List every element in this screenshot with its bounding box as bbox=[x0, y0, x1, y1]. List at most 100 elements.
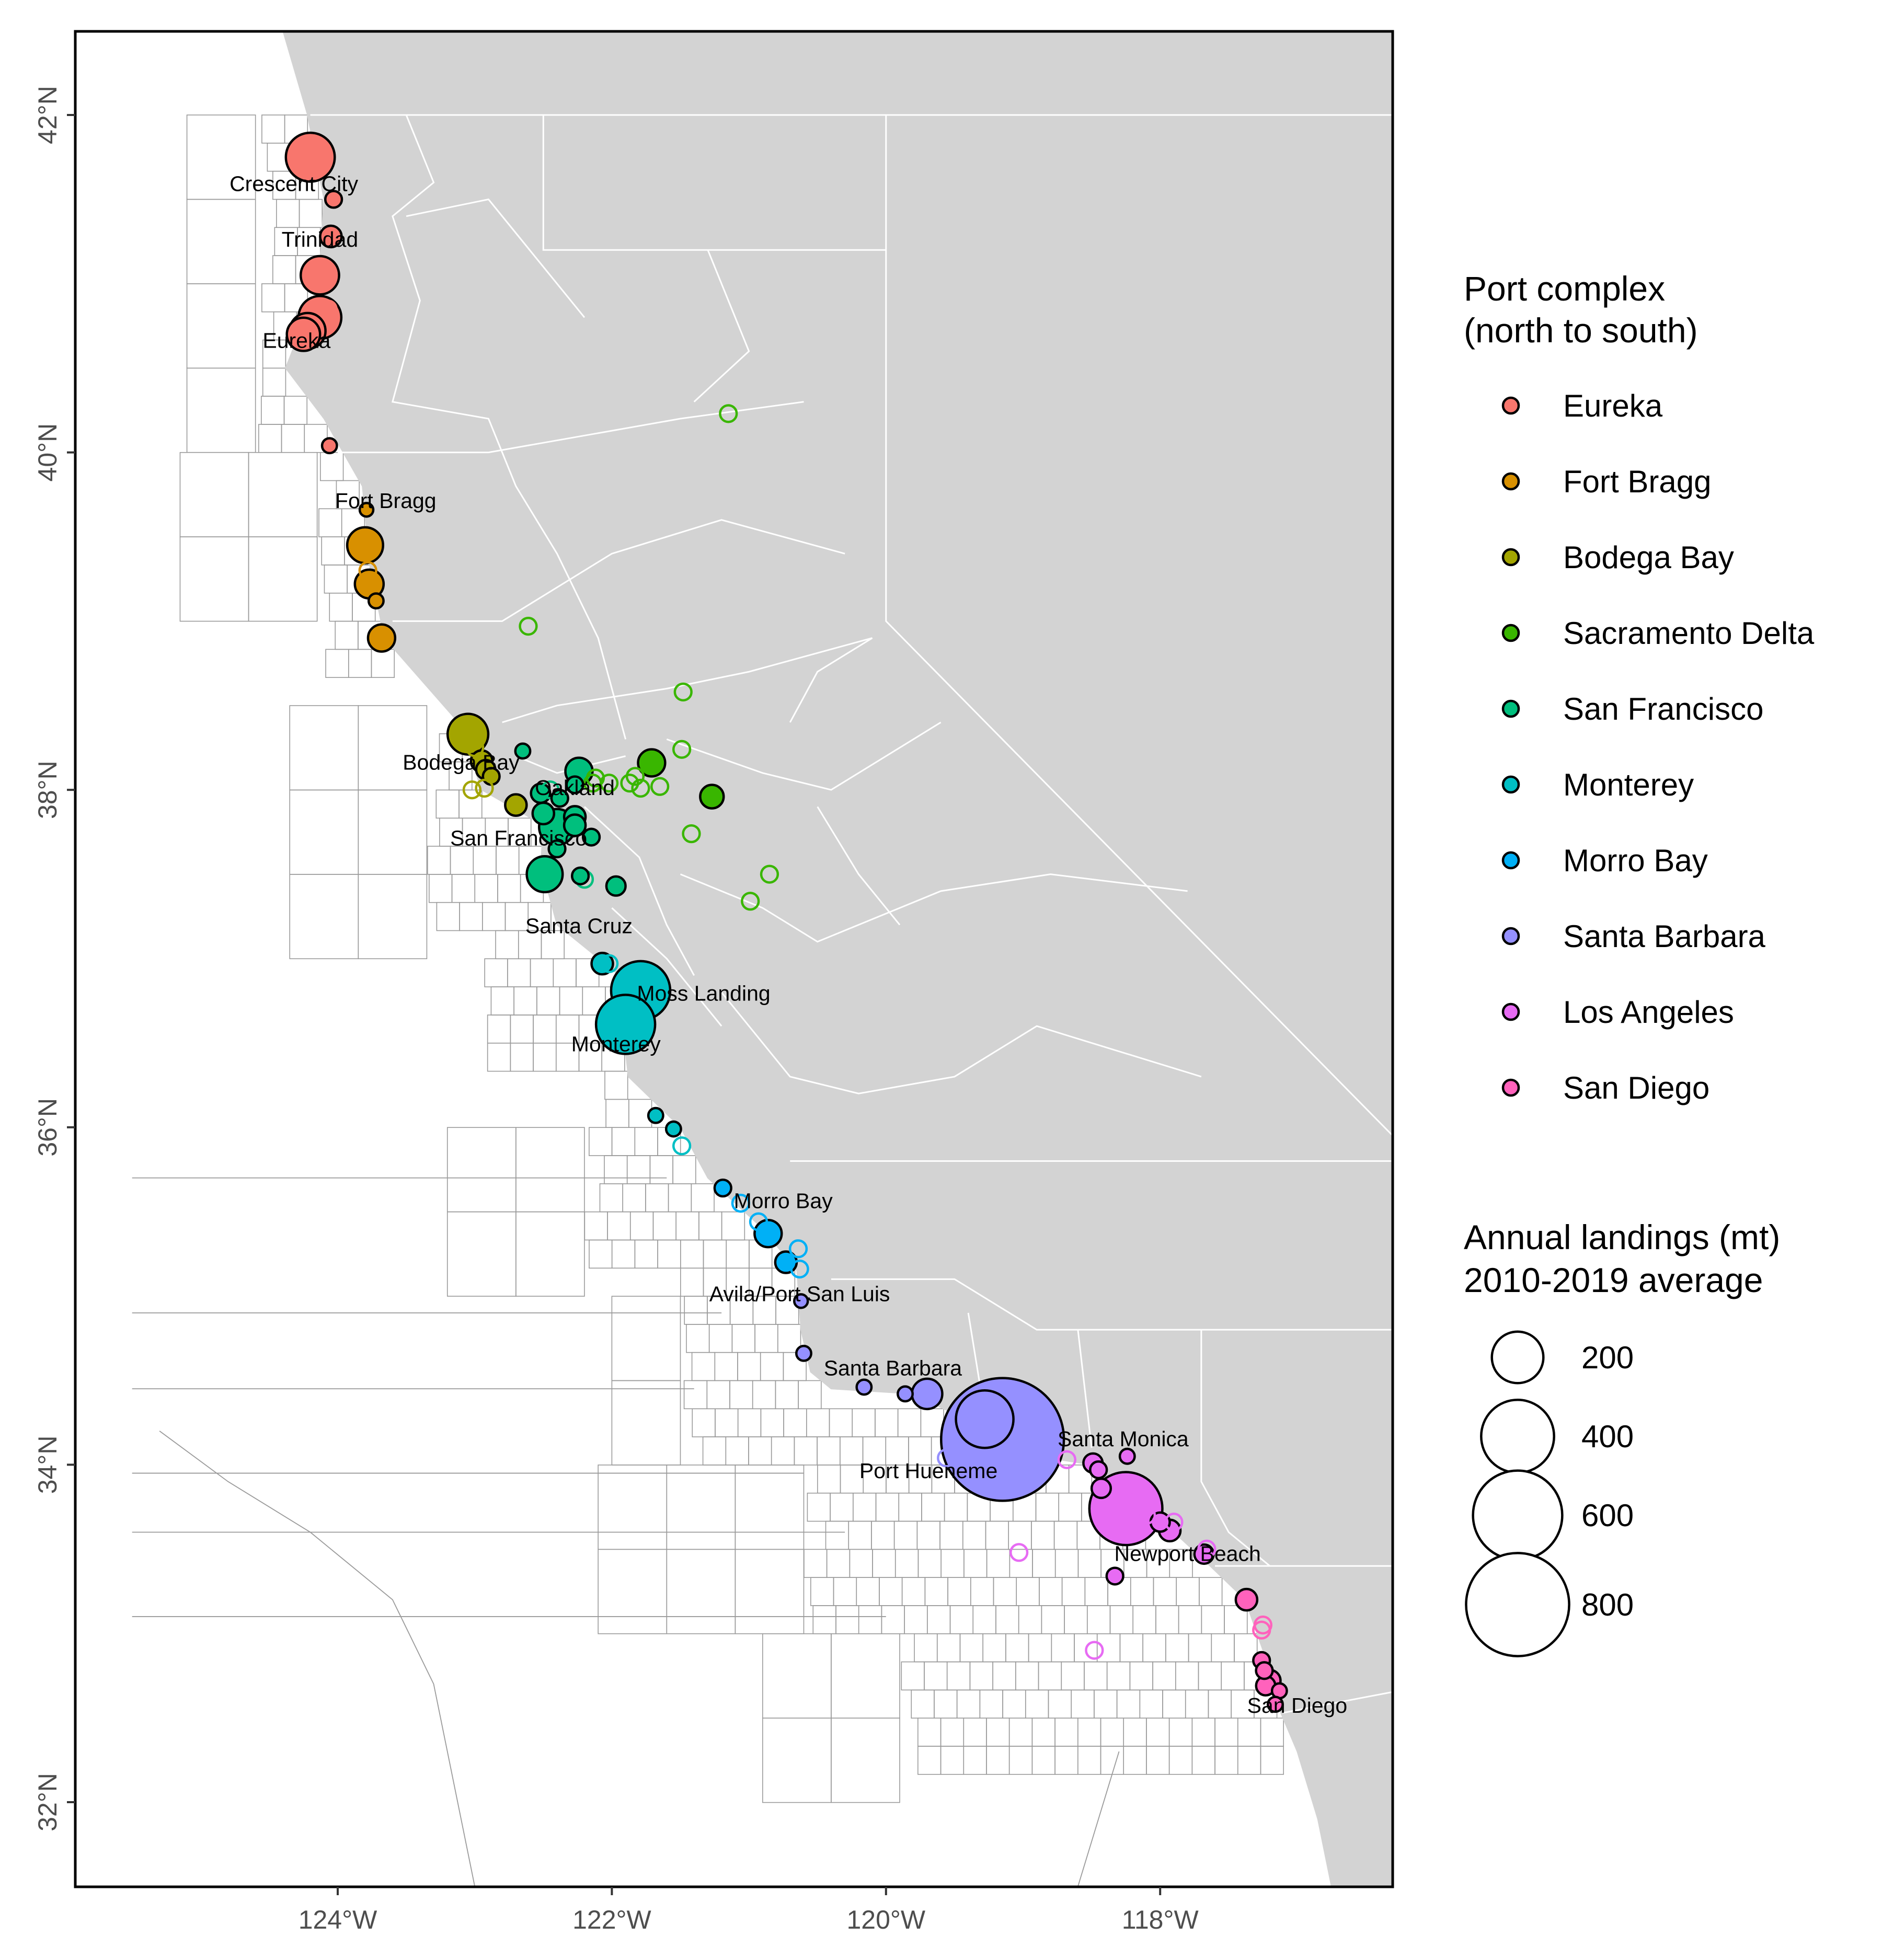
port-point bbox=[570, 866, 590, 885]
legend-port-label: Bodega Bay bbox=[1563, 540, 1734, 575]
legend: Port complex (north to south) Eureka Fort… bbox=[1464, 269, 1815, 1657]
port-point bbox=[358, 502, 375, 518]
port-point bbox=[319, 224, 343, 249]
port-point-hollow bbox=[1057, 1450, 1077, 1469]
port-labels: Crescent City Trinidad Eureka Fort Bragg Bod… bbox=[229, 171, 1347, 1717]
port-point-hollow bbox=[731, 1193, 750, 1213]
legend-port-label: Eureka bbox=[1563, 388, 1663, 423]
port-label: San Francisco bbox=[450, 826, 587, 850]
port-point bbox=[753, 1218, 783, 1249]
legend-size-key bbox=[1465, 1552, 1570, 1657]
port-point bbox=[1266, 1696, 1284, 1713]
legend-size-key bbox=[1472, 1469, 1564, 1561]
legend-color-key bbox=[1501, 624, 1520, 642]
port-point-hollow bbox=[749, 1212, 768, 1231]
grid-block bbox=[436, 902, 460, 931]
port-point bbox=[285, 316, 322, 352]
legend-color-key bbox=[1501, 548, 1520, 567]
port-point bbox=[1234, 1587, 1259, 1612]
x-tick-label: 122°W bbox=[572, 1905, 651, 1934]
port-point bbox=[911, 1377, 944, 1411]
port-point bbox=[605, 875, 627, 897]
panel-frame bbox=[74, 30, 1394, 1888]
port-points bbox=[284, 131, 1288, 1713]
legend-size-label: 600 bbox=[1581, 1498, 1634, 1533]
size-legend-title-line2: 2010-2019 average bbox=[1464, 1261, 1763, 1299]
y-tick-label: 38°N bbox=[33, 760, 62, 819]
county-line bbox=[392, 519, 845, 622]
port-point bbox=[713, 1178, 732, 1198]
county-line bbox=[502, 637, 873, 723]
port-point bbox=[1255, 1661, 1274, 1680]
port-point-hollow bbox=[1122, 1493, 1140, 1511]
port-label: Moss Landing bbox=[637, 982, 770, 1006]
port-point bbox=[346, 526, 384, 564]
port-point-hollow bbox=[475, 778, 494, 798]
x-tick-label: 120°W bbox=[846, 1905, 925, 1934]
y-tick-label: 32°N bbox=[33, 1773, 62, 1831]
offshore-boundary-lines bbox=[132, 1177, 1120, 1887]
port-point bbox=[897, 1385, 914, 1403]
port-point-hollow bbox=[673, 682, 693, 702]
legend-color-key bbox=[1501, 1078, 1520, 1097]
port-point-hollow bbox=[719, 404, 738, 423]
y-tick-label: 42°N bbox=[33, 86, 62, 144]
port-point bbox=[367, 592, 385, 610]
port-point bbox=[699, 783, 725, 810]
port-point bbox=[1118, 1447, 1136, 1465]
x-tick-label: 118°W bbox=[1122, 1905, 1199, 1934]
grid-block bbox=[917, 1746, 942, 1775]
county-line bbox=[817, 806, 901, 926]
port-point-hollow bbox=[1137, 1506, 1156, 1525]
grid-block bbox=[325, 649, 349, 678]
grid-block-coarse bbox=[446, 1211, 517, 1297]
port-point bbox=[299, 255, 340, 296]
landings-size-legend: 200 400 600 800 bbox=[1465, 1330, 1634, 1657]
grid-block-coarse bbox=[289, 874, 359, 960]
port-point-hollow bbox=[672, 1136, 692, 1156]
legend-size-key bbox=[1490, 1330, 1545, 1385]
county-line bbox=[611, 907, 722, 1027]
size-legend-title-line1: Annual landings (mt) bbox=[1464, 1218, 1780, 1256]
port-point bbox=[525, 855, 564, 894]
legend-size-key bbox=[1480, 1399, 1555, 1474]
port-point-hollow bbox=[600, 774, 619, 793]
county-line bbox=[1200, 1330, 1270, 1567]
port-point bbox=[547, 839, 567, 859]
county-line bbox=[515, 755, 626, 774]
offshore-line bbox=[1077, 1751, 1120, 1887]
port-label: Oakland bbox=[535, 776, 615, 800]
port-point bbox=[955, 1389, 1015, 1449]
port-point bbox=[594, 994, 657, 1055]
port-point-hollow bbox=[682, 824, 701, 844]
legend-port-label: Monterey bbox=[1563, 767, 1694, 802]
port-label: Newport Beach bbox=[1114, 1541, 1260, 1565]
port-point bbox=[1149, 1511, 1171, 1533]
y-tick-label: 40°N bbox=[33, 423, 62, 482]
port-point-hollow bbox=[1252, 1620, 1271, 1640]
legend-port-label: Santa Barbara bbox=[1563, 919, 1766, 954]
port-point-hollow bbox=[631, 778, 650, 798]
port-label: Fort Bragg bbox=[335, 489, 437, 513]
port-point bbox=[563, 813, 587, 837]
county-line bbox=[406, 198, 586, 318]
legend-size-label: 800 bbox=[1581, 1587, 1634, 1622]
county-line bbox=[693, 249, 750, 402]
port-point bbox=[504, 793, 528, 817]
port-point bbox=[550, 789, 569, 808]
grid-block-coarse bbox=[598, 1549, 668, 1634]
port-point-hollow bbox=[672, 740, 692, 759]
port-legend-title-line2: (north to south) bbox=[1464, 311, 1698, 350]
county-line bbox=[885, 115, 1393, 1137]
port-label: Monterey bbox=[571, 1032, 661, 1056]
port-point bbox=[324, 190, 343, 209]
grid-block bbox=[487, 1042, 511, 1072]
legend-port-label: Sacramento Delta bbox=[1563, 616, 1815, 651]
port-label: Trinidad bbox=[282, 227, 359, 251]
grid-block bbox=[807, 1492, 831, 1522]
port-point-hollow bbox=[358, 561, 377, 580]
port-label: Port Hueneme bbox=[859, 1459, 997, 1483]
y-tick-label: 34°N bbox=[33, 1436, 62, 1494]
port-point bbox=[581, 827, 601, 847]
port-point-hollow bbox=[625, 767, 645, 786]
